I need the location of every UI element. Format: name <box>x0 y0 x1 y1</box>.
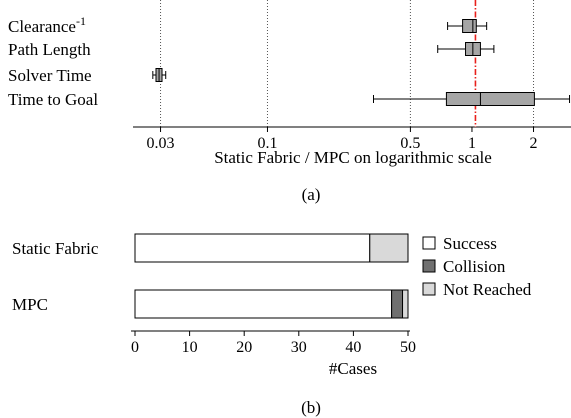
panel-a-x-tick-label: 1 <box>468 135 476 152</box>
box-plot-solver-time <box>152 68 167 82</box>
panel-a-x-tick-label: 0.1 <box>257 135 277 152</box>
panel-a-category-label: Path Length <box>8 40 91 59</box>
panel-a-category-label: Solver Time <box>8 66 92 85</box>
stacked-bar-static-fabric <box>134 233 409 263</box>
box-plot-path-length <box>437 42 495 56</box>
panel-a-x-axis-label: Static Fabric / MPC on logarithmic scale <box>214 148 492 167</box>
panel-b-x-tick-label: 40 <box>345 339 361 356</box>
iqr-box <box>445 92 535 106</box>
legend-entry-not-reached: Not Reached <box>422 280 532 299</box>
panel-a-category-label: Time to Goal <box>8 90 98 109</box>
panel-a-x-tick-label: 0.03 <box>147 135 175 152</box>
panel-a-category-label: Clearance-1 <box>8 14 86 36</box>
legend-swatch <box>422 236 436 250</box>
iqr-box <box>462 19 477 33</box>
bar-segment-not-reached <box>369 233 409 263</box>
stacked-bar-mpc <box>134 289 409 319</box>
panel-a-caption: (a) <box>302 185 321 204</box>
panel-a-x-tick-label: 0.5 <box>400 135 420 152</box>
legend-label: Not Reached <box>443 280 532 299</box>
panel-b-stacked-bar-chart: Static Fabric MPC 0 10 20 30 40 50 Success Coll… <box>12 233 532 417</box>
panel-b-x-tick-label: 30 <box>291 339 307 356</box>
bar-segment-not-reached <box>402 289 409 319</box>
panel-b-x-tick-label: 20 <box>236 339 252 356</box>
panel-b-x-tick-label: 50 <box>400 339 416 356</box>
panel-b-x-axis-label: #Cases <box>329 359 377 378</box>
bar-segment-collision <box>391 289 404 319</box>
legend-swatch <box>422 259 436 273</box>
bar-segment-success <box>134 289 393 319</box>
panel-a-box-plot: Clearance-1 Path Length Solver Time Time to… <box>8 0 571 204</box>
panel-b-caption: (b) <box>301 398 321 417</box>
panel-b-x-tick-label: 10 <box>182 339 198 356</box>
panel-b-x-tick-label: 0 <box>131 339 139 356</box>
panel-a-x-tick-label: 2 <box>530 135 538 152</box>
box-plot-clearance <box>447 19 488 33</box>
panel-b-category-label: Static Fabric <box>12 239 99 258</box>
legend-swatch <box>422 282 436 296</box>
legend-entry-success: Success <box>422 234 497 253</box>
bar-segment-success <box>134 233 371 263</box>
legend-label: Success <box>443 234 497 253</box>
box-plot-time-to-goal <box>373 92 571 106</box>
panel-b-category-label: MPC <box>12 295 48 314</box>
legend-entry-collision: Collision <box>422 257 506 276</box>
legend-label: Collision <box>443 257 506 276</box>
